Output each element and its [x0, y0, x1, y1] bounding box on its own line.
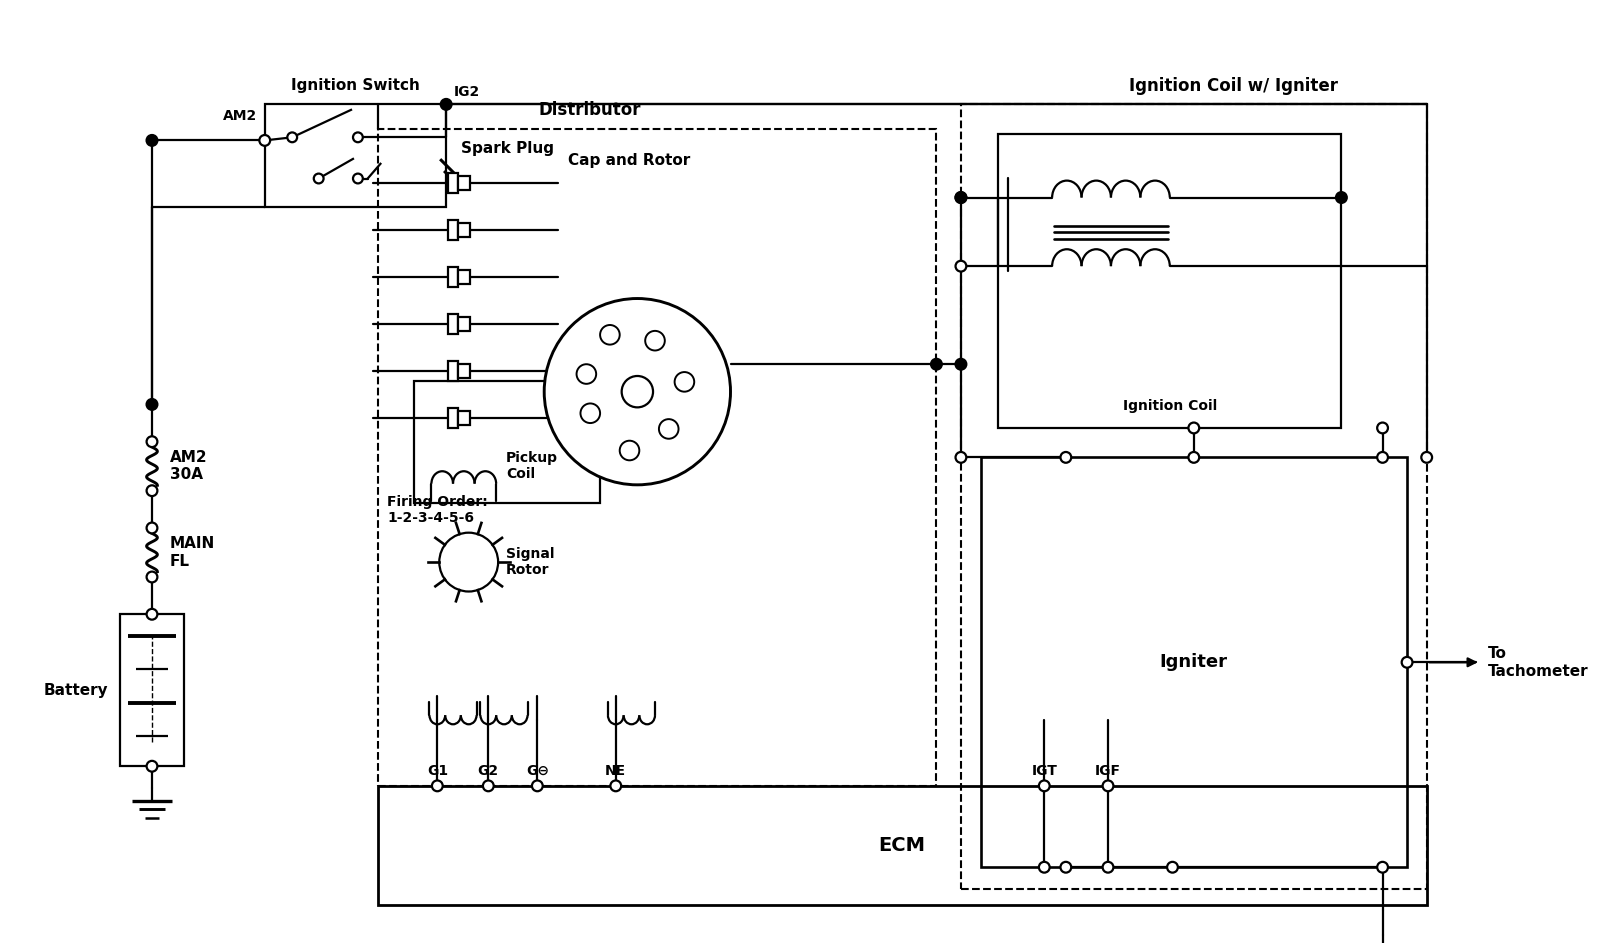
Circle shape	[931, 359, 942, 369]
Bar	[120, 614, 184, 766]
Circle shape	[1402, 657, 1413, 667]
Circle shape	[439, 533, 498, 591]
Bar	[449, 173, 458, 192]
Bar	[264, 105, 445, 208]
Circle shape	[658, 419, 679, 439]
Text: G1: G1	[426, 764, 449, 778]
Text: Pickup
Coil: Pickup Coil	[506, 451, 557, 481]
Circle shape	[955, 452, 966, 463]
Circle shape	[441, 99, 452, 109]
Bar	[378, 785, 1427, 905]
Circle shape	[147, 436, 157, 447]
Circle shape	[620, 441, 639, 461]
Bar	[961, 105, 1427, 889]
Bar	[980, 457, 1407, 867]
Text: ECM: ECM	[878, 836, 926, 855]
Circle shape	[287, 132, 296, 142]
Text: Spark Plug: Spark Plug	[461, 141, 554, 156]
Circle shape	[1038, 862, 1049, 873]
Text: NE: NE	[606, 764, 626, 778]
Bar	[458, 317, 469, 331]
Text: To
Tachometer: To Tachometer	[1488, 646, 1588, 679]
Bar	[458, 270, 469, 284]
Circle shape	[147, 399, 157, 409]
Circle shape	[545, 299, 731, 485]
Circle shape	[955, 192, 966, 203]
Bar	[458, 223, 469, 237]
Circle shape	[1061, 452, 1072, 463]
Text: AM2: AM2	[223, 109, 256, 123]
Circle shape	[433, 781, 442, 791]
Text: G⊖: G⊖	[525, 764, 549, 778]
Circle shape	[352, 132, 362, 142]
Circle shape	[955, 261, 966, 271]
Circle shape	[1038, 781, 1049, 791]
Circle shape	[674, 372, 694, 391]
Circle shape	[532, 781, 543, 791]
Circle shape	[1378, 423, 1387, 433]
Bar	[449, 220, 458, 240]
Text: Cap and Rotor: Cap and Rotor	[567, 153, 690, 169]
Circle shape	[147, 761, 157, 772]
Bar	[998, 134, 1341, 428]
Bar	[458, 365, 469, 378]
Bar	[449, 361, 458, 381]
Circle shape	[610, 781, 622, 791]
Circle shape	[260, 135, 271, 146]
Circle shape	[646, 331, 665, 350]
Circle shape	[147, 609, 157, 620]
Circle shape	[482, 781, 493, 791]
Circle shape	[1336, 192, 1347, 203]
Text: AM2
30A: AM2 30A	[170, 450, 207, 483]
Bar	[413, 381, 601, 504]
Circle shape	[147, 486, 157, 496]
Text: Firing Order:
1-2-3-4-5-6: Firing Order: 1-2-3-4-5-6	[388, 495, 489, 525]
Circle shape	[1189, 423, 1200, 433]
Circle shape	[352, 173, 362, 184]
Circle shape	[955, 192, 966, 203]
Circle shape	[1102, 862, 1113, 873]
Text: MAIN
FL: MAIN FL	[170, 536, 215, 568]
Circle shape	[577, 365, 596, 384]
Circle shape	[1378, 452, 1387, 463]
Text: IG2: IG2	[453, 86, 481, 99]
Text: IGT: IGT	[1032, 764, 1057, 778]
Circle shape	[147, 135, 157, 146]
Circle shape	[580, 404, 601, 423]
Circle shape	[1378, 862, 1387, 873]
Circle shape	[1189, 452, 1200, 463]
Circle shape	[601, 325, 620, 345]
Text: Signal
Rotor: Signal Rotor	[506, 547, 554, 577]
Bar	[458, 411, 469, 425]
Bar	[449, 408, 458, 428]
Circle shape	[147, 523, 157, 533]
Text: Battery: Battery	[43, 683, 107, 698]
Text: IGF: IGF	[1096, 764, 1121, 778]
Text: Igniter: Igniter	[1160, 653, 1227, 671]
Circle shape	[622, 376, 654, 407]
Circle shape	[1168, 862, 1177, 873]
Bar	[458, 176, 469, 189]
Text: Ignition Coil: Ignition Coil	[1123, 399, 1218, 413]
Text: G2: G2	[477, 764, 498, 778]
Circle shape	[1102, 781, 1113, 791]
Text: Ignition Coil w/ Igniter: Ignition Coil w/ Igniter	[1128, 76, 1338, 94]
Circle shape	[147, 571, 157, 583]
Circle shape	[1061, 862, 1072, 873]
Circle shape	[314, 173, 324, 184]
Bar	[378, 129, 937, 785]
Bar	[449, 268, 458, 287]
Text: Ignition Switch: Ignition Switch	[292, 78, 420, 92]
Text: Distributor: Distributor	[538, 101, 641, 119]
Bar	[449, 314, 458, 334]
Circle shape	[1421, 452, 1432, 463]
Circle shape	[955, 359, 966, 369]
